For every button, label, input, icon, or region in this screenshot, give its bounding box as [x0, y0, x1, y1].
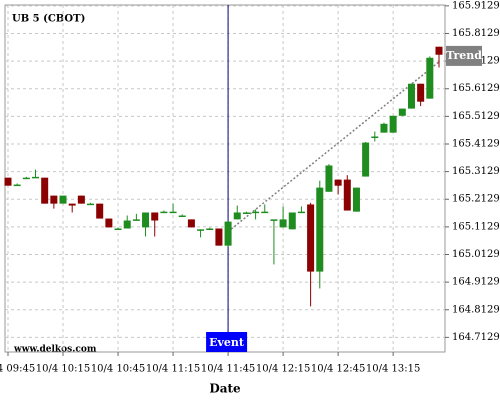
- y-tick-label: 164.7129: [452, 332, 500, 343]
- trend-label: Trend: [446, 49, 482, 62]
- candle-body: [279, 219, 287, 228]
- candle-body: [87, 203, 95, 206]
- y-tick-label: 165.1129: [452, 221, 500, 232]
- candle-body: [261, 211, 269, 214]
- watermark: www.delkos.com: [13, 345, 97, 355]
- candle-body: [41, 177, 49, 204]
- x-tick-label: 10/4 12:45: [311, 364, 365, 375]
- candle-body: [407, 83, 415, 109]
- x-tick-label: 10/4 12:15: [256, 364, 310, 375]
- candle-body: [151, 212, 159, 221]
- candle-body: [325, 165, 333, 192]
- candle-body: [13, 184, 21, 187]
- candle-body: [417, 83, 425, 102]
- candle-body: [288, 212, 296, 230]
- y-tick-label: 165.2129: [452, 194, 500, 205]
- candle-body: [105, 218, 113, 228]
- candle-body: [316, 187, 324, 272]
- x-tick-label: 10/4 13:15: [366, 364, 420, 375]
- candle-body: [132, 219, 140, 221]
- chart-title: UB 5 (CBOT): [12, 14, 85, 25]
- candle-body: [343, 179, 351, 211]
- y-tick-label: 164.9129: [452, 277, 500, 288]
- candle-body: [380, 123, 388, 133]
- candle-body: [96, 203, 104, 219]
- candle-body: [233, 212, 241, 220]
- candle-body: [426, 57, 434, 99]
- trend-box: [446, 45, 482, 66]
- candle-body: [197, 229, 205, 231]
- y-tick-label: 165.3129: [452, 166, 500, 177]
- candle-body: [270, 219, 278, 221]
- candle-body: [242, 212, 250, 214]
- x-tick-label: 10/4 11:45: [201, 364, 255, 375]
- candle-body: [178, 215, 186, 218]
- candle-body: [362, 142, 370, 177]
- candle-body: [435, 46, 443, 55]
- candle-body: [252, 211, 260, 214]
- candle-body: [224, 221, 232, 246]
- candle-body: [4, 177, 12, 186]
- candle-body: [114, 228, 122, 231]
- candle-body: [215, 228, 223, 246]
- trend-line: [227, 61, 440, 233]
- y-tick-label: 165.4129: [452, 138, 500, 149]
- candle-body: [123, 220, 131, 229]
- candle-body: [389, 115, 397, 133]
- x-tick-label: 10/4 11:15: [146, 364, 200, 375]
- candle-body: [307, 204, 315, 272]
- plot-frame: [4, 4, 446, 353]
- candle-body: [187, 219, 195, 228]
- candle-body: [398, 108, 406, 116]
- event-label: Event: [209, 336, 245, 349]
- candle-body: [160, 211, 168, 214]
- x-tick-label: 10/4 10:15: [36, 364, 90, 375]
- y-tick-label: 165.8129: [452, 28, 500, 39]
- candle-body: [77, 195, 85, 204]
- candle-body: [32, 176, 40, 179]
- y-tick-label: 165.6129: [452, 83, 500, 94]
- candle-body: [206, 228, 214, 231]
- x-tick-label: 10/4 10:45: [91, 364, 145, 375]
- x-axis-label: Date: [209, 382, 241, 396]
- candle-body: [68, 203, 76, 206]
- candle-body: [334, 179, 342, 186]
- candle-body: [142, 212, 150, 228]
- y-tick-label: 165.9129: [452, 0, 500, 11]
- candle-body: [50, 195, 58, 204]
- x-tick-label: 10/4 09:45: [0, 364, 35, 375]
- y-tick-label: 165.0129: [452, 249, 500, 260]
- y-tick-label: 164.8129: [452, 304, 500, 315]
- candle-body: [169, 211, 177, 214]
- candle-body: [371, 136, 379, 139]
- candle-body: [297, 211, 305, 214]
- candle-body: [22, 177, 30, 180]
- candle-body: [352, 187, 360, 212]
- y-tick-label: 165.5129: [452, 111, 500, 122]
- event-box: [206, 332, 248, 352]
- candle-body: [59, 195, 67, 204]
